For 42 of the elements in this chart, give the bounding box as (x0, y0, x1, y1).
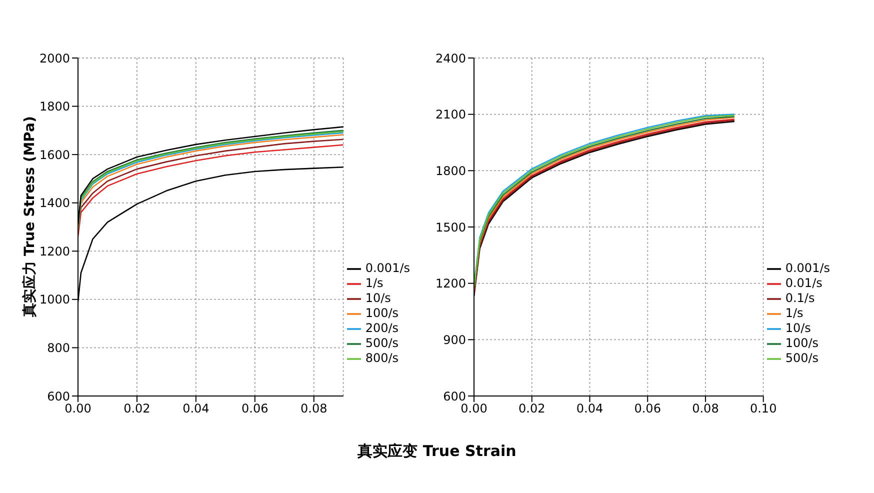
x-tick-label: 0.02 (518, 402, 546, 416)
y-tick-label: 600 (47, 389, 70, 404)
legend-label: 0.01/s (785, 276, 822, 290)
legend-label: 0.1/s (785, 291, 815, 305)
y-tick-label: 1600 (39, 148, 70, 162)
legend-label: 0.001/s (785, 261, 830, 275)
x-tick-label: 0.00 (64, 402, 92, 416)
y-tick-label: 1400 (39, 196, 70, 210)
legend-label: 100/s (365, 306, 399, 320)
y-tick-label: 1200 (435, 276, 466, 291)
x-tick-label: 0.04 (182, 402, 210, 416)
legend-label: 500/s (785, 351, 819, 365)
y-tick-label: 900 (443, 332, 466, 347)
x-tick-label: 0.00 (460, 402, 488, 416)
y-tick-label: 1200 (39, 244, 70, 258)
x-tick-label: 0.02 (124, 402, 150, 416)
y-tick-label: 600 (443, 389, 466, 404)
x-tick-label: 0.10 (750, 402, 777, 416)
y-tick-label: 1500 (435, 220, 466, 234)
y-tick-label: 2000 (39, 51, 70, 66)
y-tick-label: 1000 (39, 292, 70, 307)
legend-label: 10/s (365, 291, 391, 305)
x-tick-label: 0.04 (576, 402, 604, 416)
y-tick-label: 1800 (435, 164, 466, 178)
y-tick-label: 2100 (435, 108, 466, 122)
x-tick-label: 0.08 (300, 402, 328, 416)
y-tick-label: 1800 (39, 100, 70, 114)
legend-label: 100/s (785, 336, 819, 350)
legend-label: 10/s (785, 321, 811, 335)
legend-label: 0.001/s (365, 261, 410, 275)
legend-label: 200/s (365, 321, 399, 335)
legend-label: 1/s (365, 276, 384, 290)
x-tick-label: 0.06 (634, 402, 661, 416)
x-tick-label: 0.08 (692, 402, 719, 416)
x-tick-label: 0.06 (242, 402, 268, 416)
legend-label: 800/s (365, 351, 399, 365)
x-axis-title: 真实应变 True Strain (358, 442, 516, 460)
y-tick-label: 2400 (435, 51, 466, 66)
legend-label: 1/s (785, 306, 804, 320)
y-tick-label: 800 (47, 340, 70, 355)
y-axis-title: 真实应力 True Stress (MPa) (20, 116, 38, 318)
legend-label: 500/s (365, 336, 399, 350)
